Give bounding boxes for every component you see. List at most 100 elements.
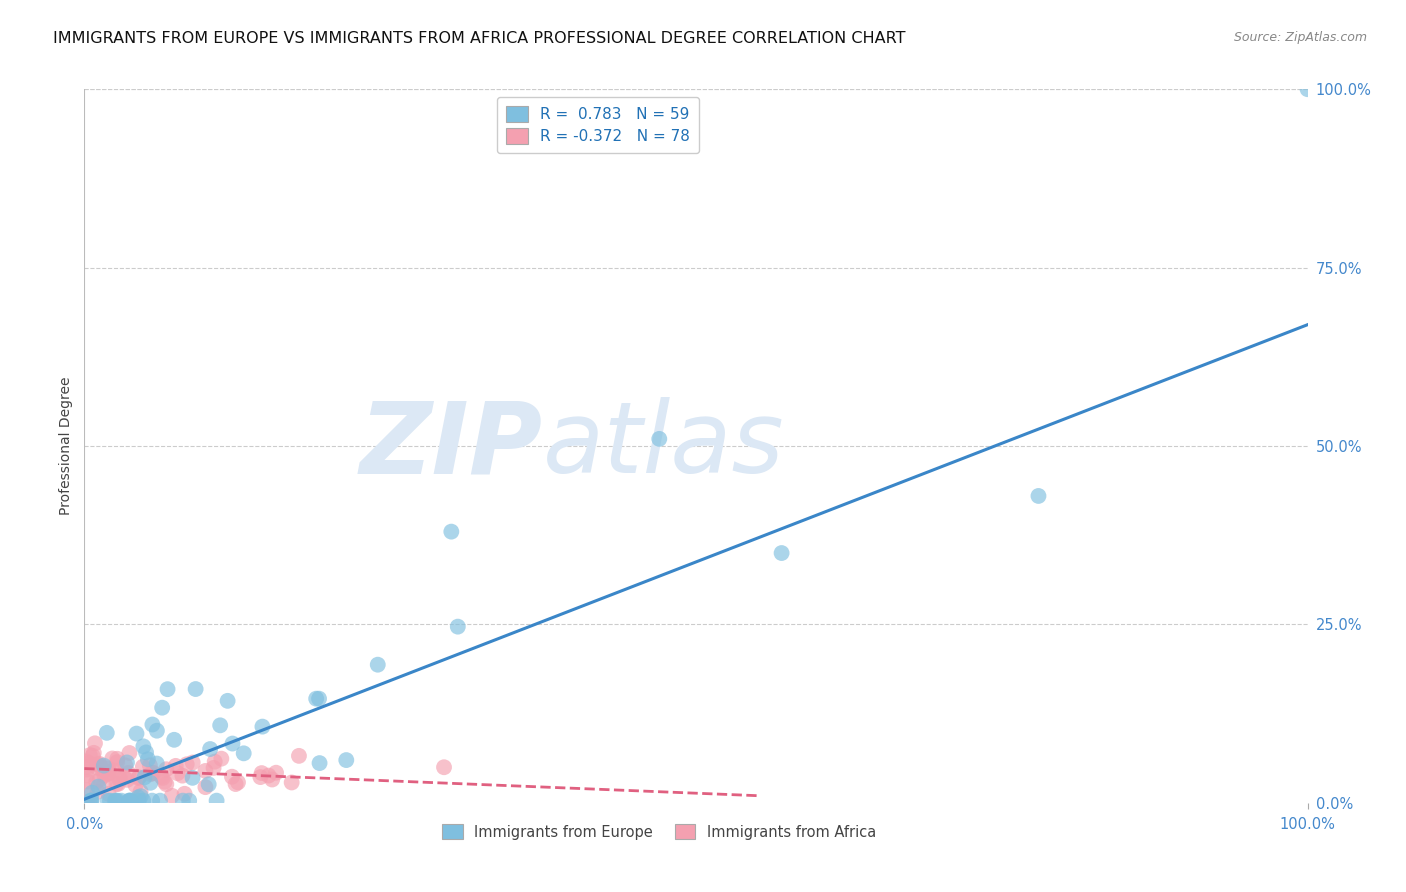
Point [97,767,120,781]
Point [172,794,194,808]
Point [120,794,142,808]
Point [198,742,221,756]
Point [104,794,127,808]
Point [132,739,155,754]
Text: IMMIGRANTS FROM EUROPE VS IMMIGRANTS FROM AFRICA PROFESSIONAL DEGREE CORRELATION: IMMIGRANTS FROM EUROPE VS IMMIGRANTS FRO… [53,31,905,46]
Point [146,723,169,738]
Point [107,794,129,808]
Point [176,757,198,772]
Point [153,774,176,789]
Point [335,753,357,767]
Point [221,770,243,784]
Point [115,772,138,787]
Point [367,657,389,672]
Point [197,777,219,791]
Point [77,756,100,771]
Point [124,778,146,792]
Point [179,794,201,808]
Point [194,764,217,778]
Point [105,777,128,791]
Point [114,758,136,772]
Point [165,759,187,773]
Point [107,777,129,791]
Legend: Immigrants from Europe, Immigrants from Africa: Immigrants from Europe, Immigrants from … [436,818,882,846]
Point [1028,489,1050,503]
Point [280,775,302,789]
Point [264,765,287,780]
Point [141,717,163,731]
Point [76,768,98,782]
Point [166,766,188,780]
Point [105,752,128,766]
Point [76,774,98,789]
Point [89,772,111,787]
Point [226,775,249,789]
Point [252,720,274,734]
Point [89,759,111,773]
Text: Source: ZipAtlas.com: Source: ZipAtlas.com [1233,31,1367,45]
Point [83,746,105,760]
Point [87,780,110,794]
Point [90,762,112,776]
Point [152,771,174,785]
Point [79,794,101,808]
Point [163,732,186,747]
Point [262,772,284,787]
Point [184,681,207,696]
Point [308,756,330,770]
Point [155,762,177,776]
Point [134,770,156,784]
Point [160,789,183,803]
Point [97,787,120,801]
Point [118,794,141,808]
Point [86,785,108,799]
Point [135,746,157,760]
Point [80,794,103,808]
Point [139,767,162,781]
Point [136,752,159,766]
Point [93,778,115,792]
Point [221,737,243,751]
Point [125,726,148,740]
Point [440,524,463,539]
Text: ZIP: ZIP [360,398,543,494]
Point [305,691,328,706]
Point [141,765,163,780]
Point [97,761,120,775]
Point [129,784,152,798]
Point [76,783,98,797]
Point [288,748,311,763]
Point [181,771,204,785]
Point [96,726,118,740]
Point [181,756,204,770]
Point [115,756,138,770]
Point [82,748,104,763]
Point [173,787,195,801]
Point [118,794,141,808]
Y-axis label: Professional Degree: Professional Degree [59,376,73,516]
Point [127,790,149,805]
Point [103,764,125,778]
Point [225,777,247,791]
Point [250,766,273,780]
Point [139,776,162,790]
Point [202,761,225,775]
Point [249,770,271,784]
Text: atlas: atlas [543,398,785,494]
Point [205,794,228,808]
Point [76,763,98,777]
Point [149,794,172,808]
Point [232,747,254,761]
Point [77,795,100,809]
Point [84,736,107,750]
Point [156,682,179,697]
Point [84,775,107,789]
Point [82,786,104,800]
Point [108,772,131,787]
Point [104,794,127,808]
Point [118,746,141,760]
Point [87,756,110,771]
Point [209,752,232,766]
Point [98,794,121,808]
Point [172,769,194,783]
